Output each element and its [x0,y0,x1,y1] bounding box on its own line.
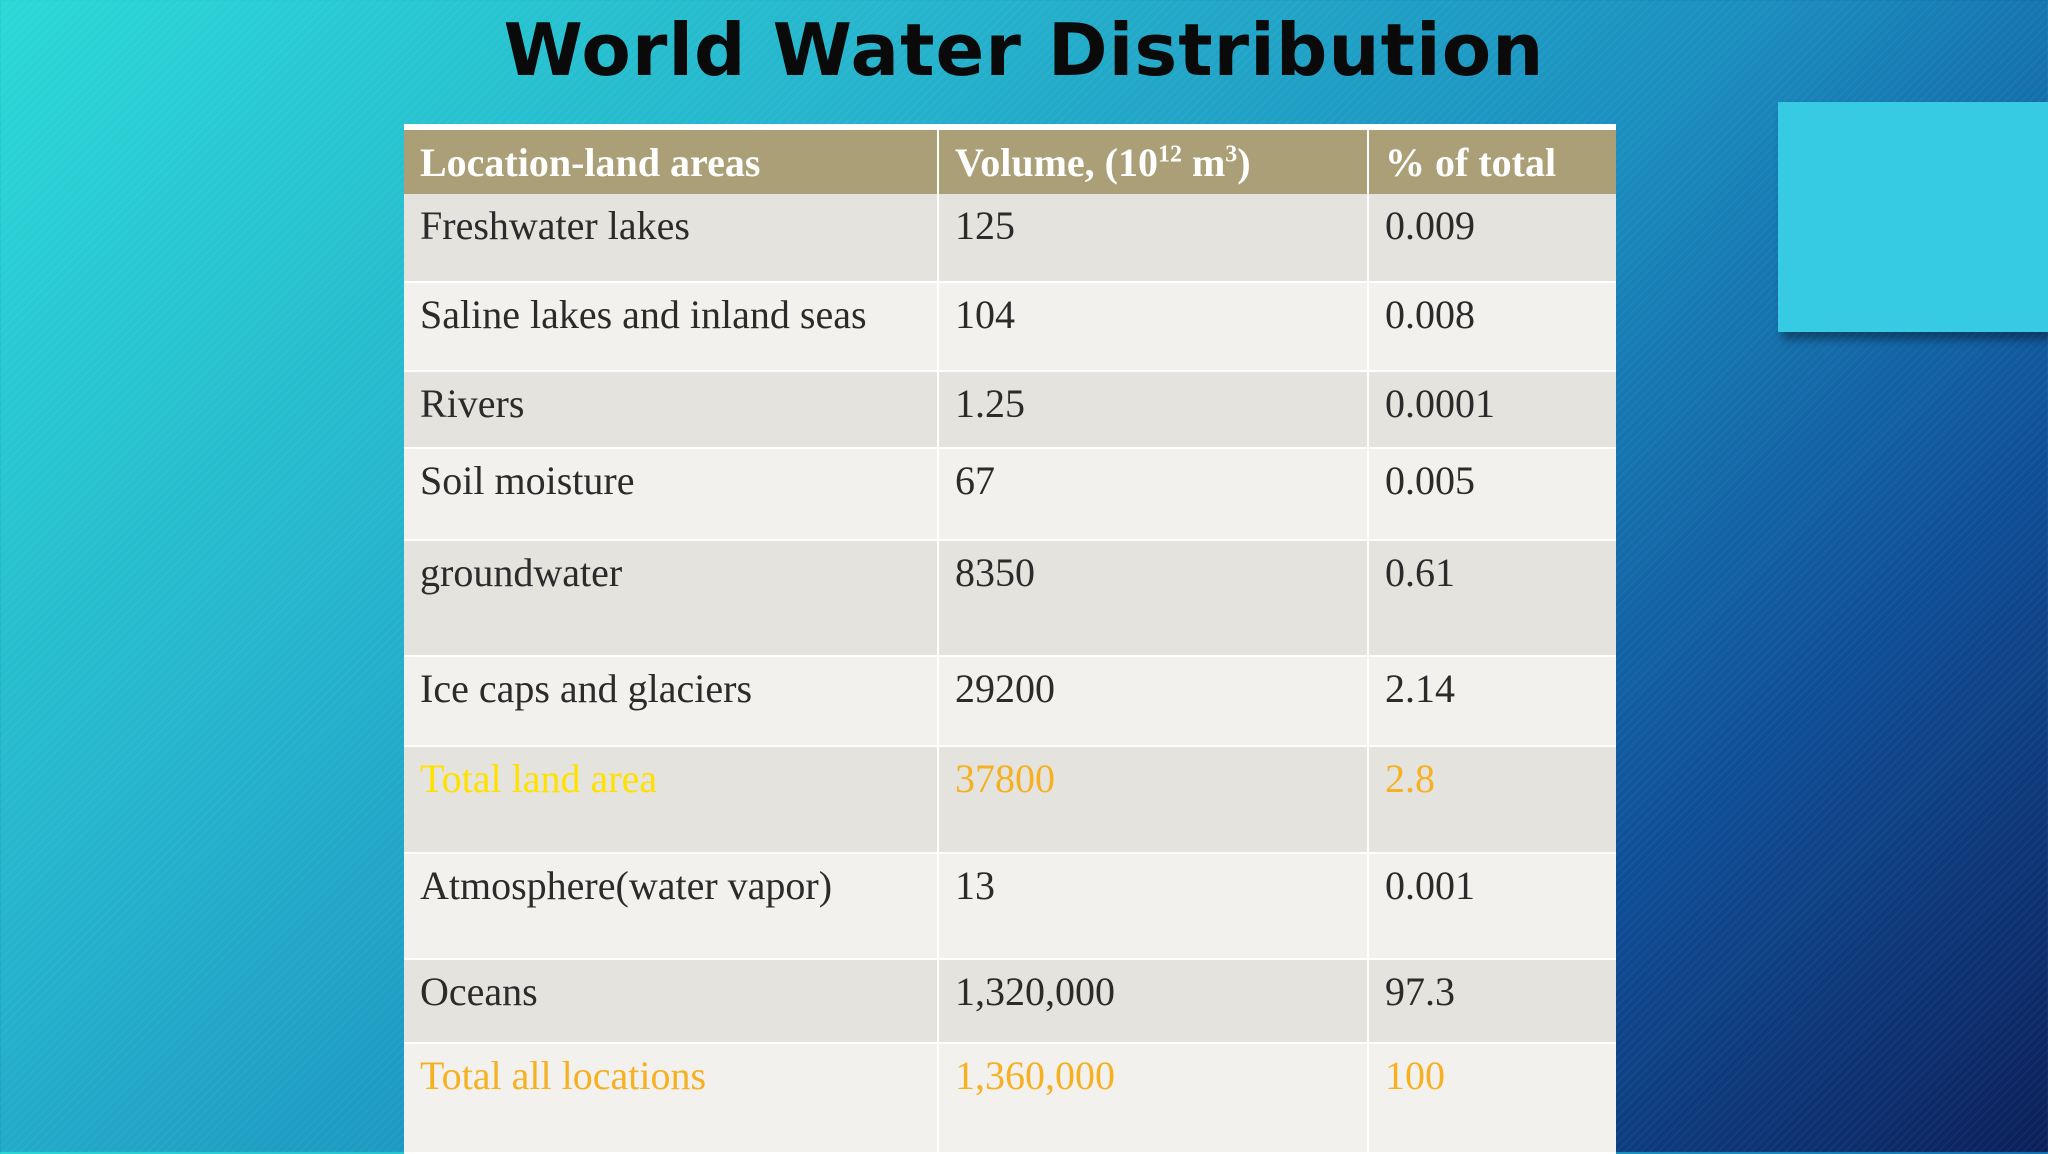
cell-volume: 29200 [938,656,1369,747]
slide-title: World Water Distribution [503,8,1545,92]
cell-location: Oceans [404,959,939,1044]
header-row: Location-land areas Volume, (1012 m3) % … [404,130,1616,194]
cell-volume: 8350 [938,540,1369,657]
table-row: Freshwater lakes 125 0.009 [404,194,1616,283]
cell-percent: 97.3 [1368,959,1616,1044]
table-row-subtotal: Total land area 37800 2.8 [404,746,1616,854]
cell-location: Saline lakes and inland seas [404,282,939,372]
table-row: Oceans 1,320,000 97.3 [404,959,1616,1044]
header-volume-close: ) [1237,139,1251,185]
cell-percent: 0.005 [1368,448,1616,541]
cell-volume: 37800 [938,746,1369,854]
cell-percent: 2.14 [1368,656,1616,747]
header-volume-unit: m [1181,139,1226,185]
cell-volume: 1,320,000 [938,959,1369,1044]
cell-volume: 104 [938,282,1369,372]
data-table: Location-land areas Volume, (1012 m3) % … [404,130,1616,1154]
table-row: Ice caps and glaciers 29200 2.14 [404,656,1616,747]
cell-volume: 67 [938,448,1369,541]
cell-percent: 0.008 [1368,282,1616,372]
header-volume-exp3: 3 [1225,141,1238,168]
water-distribution-table: Location-land areas Volume, (1012 m3) % … [404,124,1616,1154]
header-volume-exp12: 12 [1157,141,1182,168]
cell-percent: 0.61 [1368,540,1616,657]
cell-percent: 0.009 [1368,194,1616,283]
cell-location: Atmosphere(water vapor) [404,853,939,960]
cell-location: Total land area [404,746,939,854]
cell-volume: 13 [938,853,1369,960]
header-location: Location-land areas [404,130,939,194]
cell-volume: 1,360,000 [938,1043,1369,1154]
cell-location: Rivers [404,371,939,449]
table-row: Soil moisture 67 0.005 [404,448,1616,541]
decorative-box [1778,102,2048,332]
cell-percent: 100 [1368,1043,1616,1154]
cell-volume: 1.25 [938,371,1369,449]
cell-location: Ice caps and glaciers [404,656,939,747]
cell-percent: 0.001 [1368,853,1616,960]
cell-percent: 0.0001 [1368,371,1616,449]
table-row: Saline lakes and inland seas 104 0.008 [404,282,1616,372]
table-row: Atmosphere(water vapor) 13 0.001 [404,853,1616,960]
header-percent: % of total [1368,130,1616,194]
cell-location: Total all locations [404,1043,939,1154]
cell-location: Soil moisture [404,448,939,541]
cell-location: groundwater [404,540,939,657]
table-row-total: Total all locations 1,360,000 100 [404,1043,1616,1154]
header-volume-text: Volume, (10 [955,139,1158,185]
cell-volume: 125 [938,194,1369,283]
table-row: groundwater 8350 0.61 [404,540,1616,657]
table-row: Rivers 1.25 0.0001 [404,371,1616,449]
header-volume: Volume, (1012 m3) [938,130,1369,194]
cell-percent: 2.8 [1368,746,1616,854]
cell-location: Freshwater lakes [404,194,939,283]
